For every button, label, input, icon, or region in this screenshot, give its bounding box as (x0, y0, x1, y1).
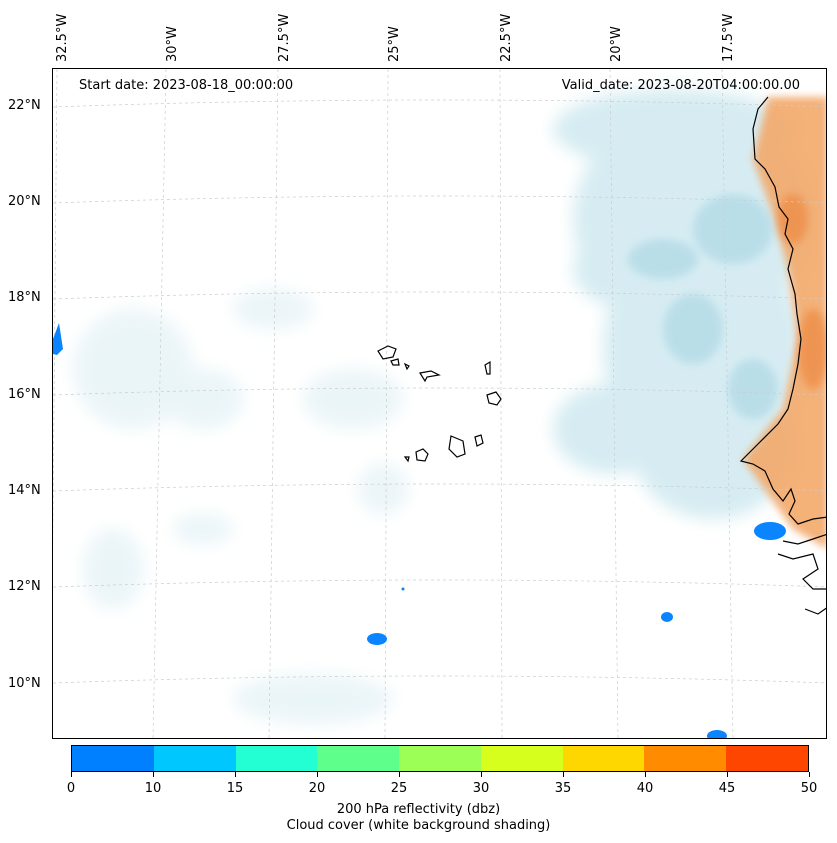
colorbar-segment (480, 746, 563, 771)
lat-label-12n: 12°N (8, 579, 41, 594)
reflectivity-cell (661, 612, 673, 622)
valid-date-label: Valid_date: 2023-08-20T04:00:00.00 (561, 78, 800, 93)
colorbar-tick-label: 0 (66, 781, 76, 796)
colorbar-sublabel: Cloud cover (white background shading) (286, 818, 551, 833)
reflectivity-cell (754, 522, 786, 540)
colorbar-tick-label: 10 (144, 781, 162, 796)
lon-label-25w: 25°W (387, 26, 402, 62)
lon-label-22.5w: 22.5°W (499, 13, 514, 62)
colorbar-tick-label: 40 (636, 781, 654, 796)
colorbar-tick-mark (70, 772, 72, 777)
lat-label-10n: 10°N (8, 676, 41, 691)
reflectivity-cell (367, 633, 387, 645)
colorbar-tick-mark (316, 772, 318, 777)
reflectivity-cell (53, 323, 63, 355)
map-canvas (53, 69, 826, 738)
lat-label-14n: 14°N (8, 483, 41, 498)
lon-label-17.5w: 17.5°W (721, 13, 736, 62)
lon-label-32.5w: 32.5°W (55, 13, 70, 62)
colorbar-tick-mark (644, 772, 646, 777)
lat-label-16n: 16°N (8, 387, 41, 402)
colorbar-tick-label: 50 (800, 781, 818, 796)
cape-verde-islands (377, 345, 502, 463)
lon-label-30w: 30°W (165, 26, 180, 62)
reflectivity-cells (53, 323, 786, 738)
colorbar-tick-mark (808, 772, 810, 777)
lat-label-18n: 18°N (8, 290, 41, 305)
colorbar-tick-label: 45 (718, 781, 736, 796)
cloud-cover-light (73, 289, 408, 724)
lat-label-20n: 20°N (8, 194, 41, 209)
colorbar-tick-mark (398, 772, 400, 777)
colorbar-tick-mark (480, 772, 482, 777)
colorbar-segment (317, 746, 400, 771)
colorbar-label: 200 hPa reflectivity (dbz) (336, 802, 501, 817)
colorbar-tick-mark (726, 772, 728, 777)
lon-label-20w: 20°W (609, 26, 624, 62)
lon-label-27.5w: 27.5°W (277, 13, 292, 62)
colorbar-tick-label: 20 (308, 781, 326, 796)
lat-label-22n: 22°N (8, 98, 41, 113)
coastline (739, 96, 826, 615)
colorbar-segment (726, 746, 809, 771)
colorbar-segment (72, 746, 154, 771)
reflectivity-cell (401, 587, 405, 591)
colorbar-segment (399, 746, 481, 771)
reflectivity-cell (707, 730, 727, 738)
colorbar-segment (644, 746, 727, 771)
colorbar-tick-label: 35 (554, 781, 572, 796)
colorbar-tick-mark (152, 772, 154, 777)
colorbar-segment (235, 746, 318, 771)
colorbar-segment (153, 746, 236, 771)
colorbar-tick-label: 25 (390, 781, 408, 796)
colorbar-tick-mark (234, 772, 236, 777)
gridlines (53, 69, 826, 738)
colorbar-segment (562, 746, 645, 771)
colorbar-tick-label: 15 (226, 781, 244, 796)
start-date-label: Start date: 2023-08-18_00:00:00 (79, 78, 294, 93)
colorbar-tick-label: 30 (472, 781, 490, 796)
map-panel (52, 68, 827, 739)
colorbar-tick-mark (562, 772, 564, 777)
colorbar (71, 745, 809, 772)
